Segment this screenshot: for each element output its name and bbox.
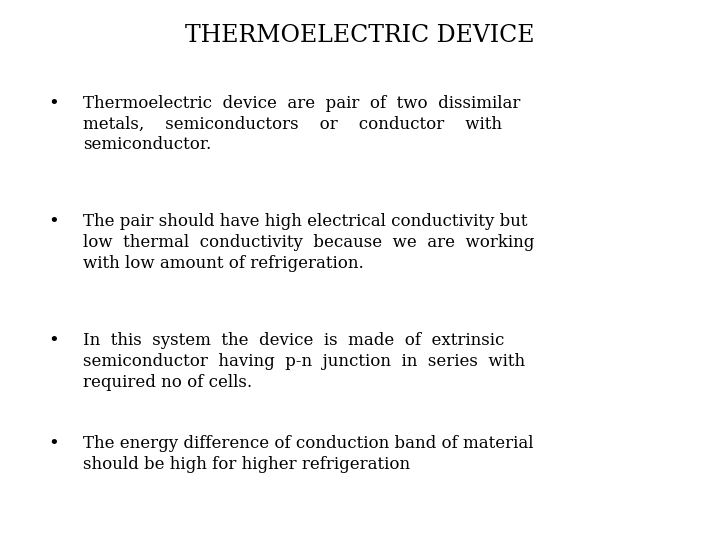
Text: •: •	[49, 94, 59, 112]
Text: •: •	[49, 332, 59, 350]
Text: In  this  system  the  device  is  made  of  extrinsic
semiconductor  having  p-: In this system the device is made of ext…	[83, 332, 525, 391]
Text: Thermoelectric  device  are  pair  of  two  dissimilar
metals,    semiconductors: Thermoelectric device are pair of two di…	[83, 94, 520, 153]
Text: The energy difference of conduction band of material
should be high for higher r: The energy difference of conduction band…	[83, 435, 534, 472]
Text: THERMOELECTRIC DEVICE: THERMOELECTRIC DEVICE	[185, 24, 535, 48]
Text: The pair should have high electrical conductivity but
low  thermal  conductivity: The pair should have high electrical con…	[83, 213, 534, 272]
Text: •: •	[49, 213, 59, 231]
Text: •: •	[49, 435, 59, 453]
